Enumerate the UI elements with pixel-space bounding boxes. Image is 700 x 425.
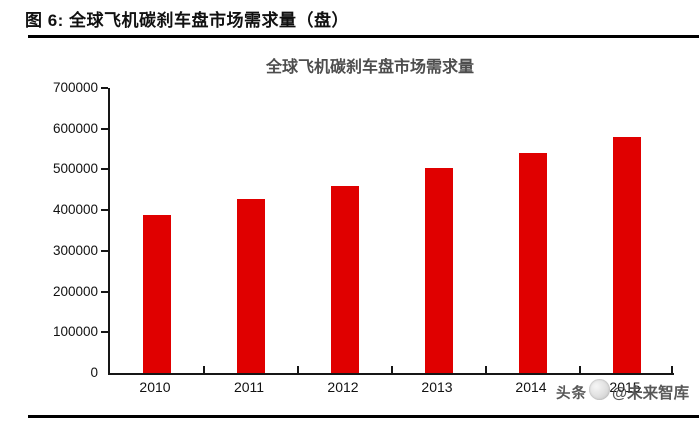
y-axis-tick: [101, 249, 108, 252]
x-axis-labels: 2010 2011 2012 2013 2014 2015: [108, 379, 672, 399]
x-axis-tick: [391, 366, 393, 373]
y-axis-tick-label: 400000: [52, 202, 98, 218]
y-axis-tick: [101, 331, 108, 334]
x-axis-tick: [671, 366, 673, 373]
bar-2010: [143, 215, 171, 373]
plot-area: 0 100000 200000 300000 400000 500000 600000 700…: [53, 80, 674, 380]
y-axis-tick: [101, 87, 108, 89]
y-axis-tick-label: 700000: [52, 80, 98, 95]
caption-divider-rule: [28, 35, 699, 38]
y-axis-tick-label: 500000: [52, 161, 98, 177]
y-axis-tick: [101, 209, 108, 212]
watermark: 头条 @未来智库: [556, 378, 690, 403]
bar-2015: [613, 137, 641, 373]
bar-2011: [237, 199, 265, 373]
y-axis-tick: [101, 168, 108, 171]
toutiao-logo-icon: [589, 378, 610, 400]
x-axis-label-2010: 2010: [139, 379, 171, 395]
bar-2014: [519, 153, 547, 373]
y-axis-tick: [101, 127, 108, 130]
x-axis-tick: [485, 366, 487, 373]
bar-2012: [331, 185, 359, 373]
x-axis-label-2013: 2013: [421, 379, 453, 395]
y-axis-tick: [101, 290, 108, 293]
watermark-prefix: 头条: [556, 385, 587, 402]
y-axis-tick-label: 300000: [52, 242, 98, 258]
y-axis-tick-label: 100000: [52, 324, 98, 340]
x-axis-label-2011: 2011: [233, 379, 265, 395]
chart-title: 全球飞机碳刹车盘市场需求量: [265, 59, 474, 76]
bar-2013: [425, 167, 453, 373]
figure-caption: 图 6: 全球飞机碳刹车盘市场需求量（盘）: [25, 11, 350, 30]
y-axis-tick-label: 200000: [52, 283, 98, 299]
x-axis-label-2014: 2014: [515, 379, 547, 395]
y-axis-tick-label: 600000: [52, 120, 98, 136]
x-axis-label-2012: 2012: [327, 379, 359, 395]
x-axis-label-2015: 2015: [609, 379, 641, 395]
x-axis-tick: [203, 366, 205, 373]
x-axis-tick: [579, 366, 581, 373]
x-axis-tick: [297, 366, 299, 373]
footer-divider-rule: [28, 415, 699, 418]
y-axis-tick-label: 0: [90, 365, 98, 380]
watermark-suffix: @未来智库: [612, 385, 690, 402]
